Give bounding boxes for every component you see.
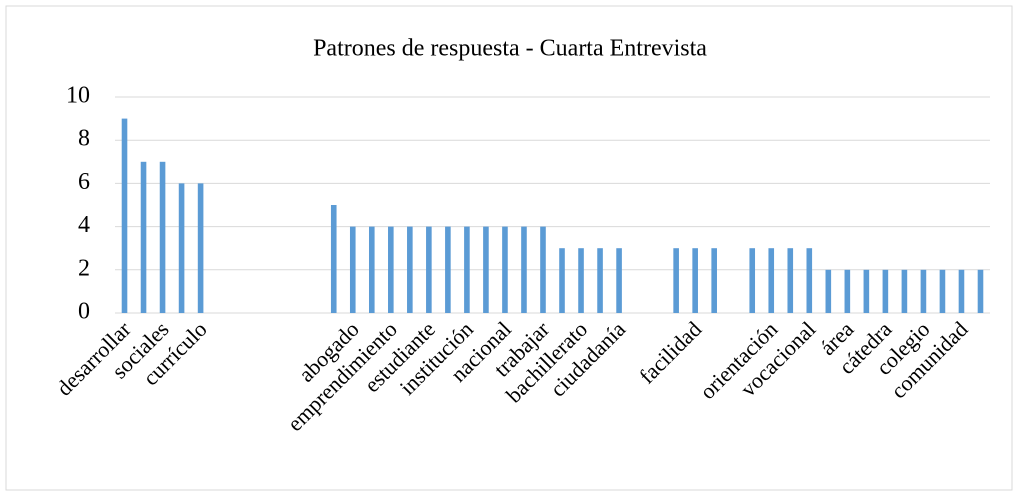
bar: [787, 248, 794, 313]
bar: [768, 248, 775, 313]
bar: [159, 161, 166, 313]
y-tick-label: 4: [78, 212, 90, 238]
bar: [806, 248, 813, 313]
bar: [197, 183, 204, 313]
bar: [464, 226, 470, 313]
y-tick-label: 2: [78, 255, 90, 281]
bar: [673, 248, 679, 313]
y-tick-label: 8: [78, 126, 90, 152]
bar: [502, 226, 508, 313]
y-tick-label: 10: [66, 83, 90, 109]
bar: [749, 248, 756, 313]
bar: [578, 248, 584, 313]
bar: [121, 118, 128, 313]
bar: [140, 161, 147, 313]
y-tick-label: 0: [78, 299, 90, 325]
bar: [426, 226, 432, 313]
bar: [939, 269, 946, 313]
bar: [388, 226, 394, 313]
bar: [920, 269, 927, 313]
bar: [521, 226, 527, 313]
bar: [863, 269, 870, 313]
bar: [445, 226, 451, 313]
bar: [711, 248, 717, 313]
y-tick-label: 6: [78, 169, 90, 195]
bar: [368, 226, 375, 313]
bar: [349, 226, 356, 313]
bar: [901, 269, 908, 313]
bar: [178, 183, 185, 313]
bar: [882, 269, 889, 313]
bar: [977, 269, 984, 313]
bar: [597, 248, 603, 313]
bar: [330, 205, 337, 313]
bar: [825, 269, 832, 313]
bar: [958, 269, 965, 313]
chart-title: Patrones de respuesta - Cuarta Entrevist…: [313, 36, 707, 62]
bar: [844, 269, 851, 313]
chart-border: [5, 5, 1013, 491]
bar: [692, 248, 698, 313]
bar: [616, 248, 622, 313]
bar: [483, 226, 489, 313]
bar: [559, 248, 565, 313]
bar: [407, 226, 413, 313]
bar: [540, 226, 546, 313]
